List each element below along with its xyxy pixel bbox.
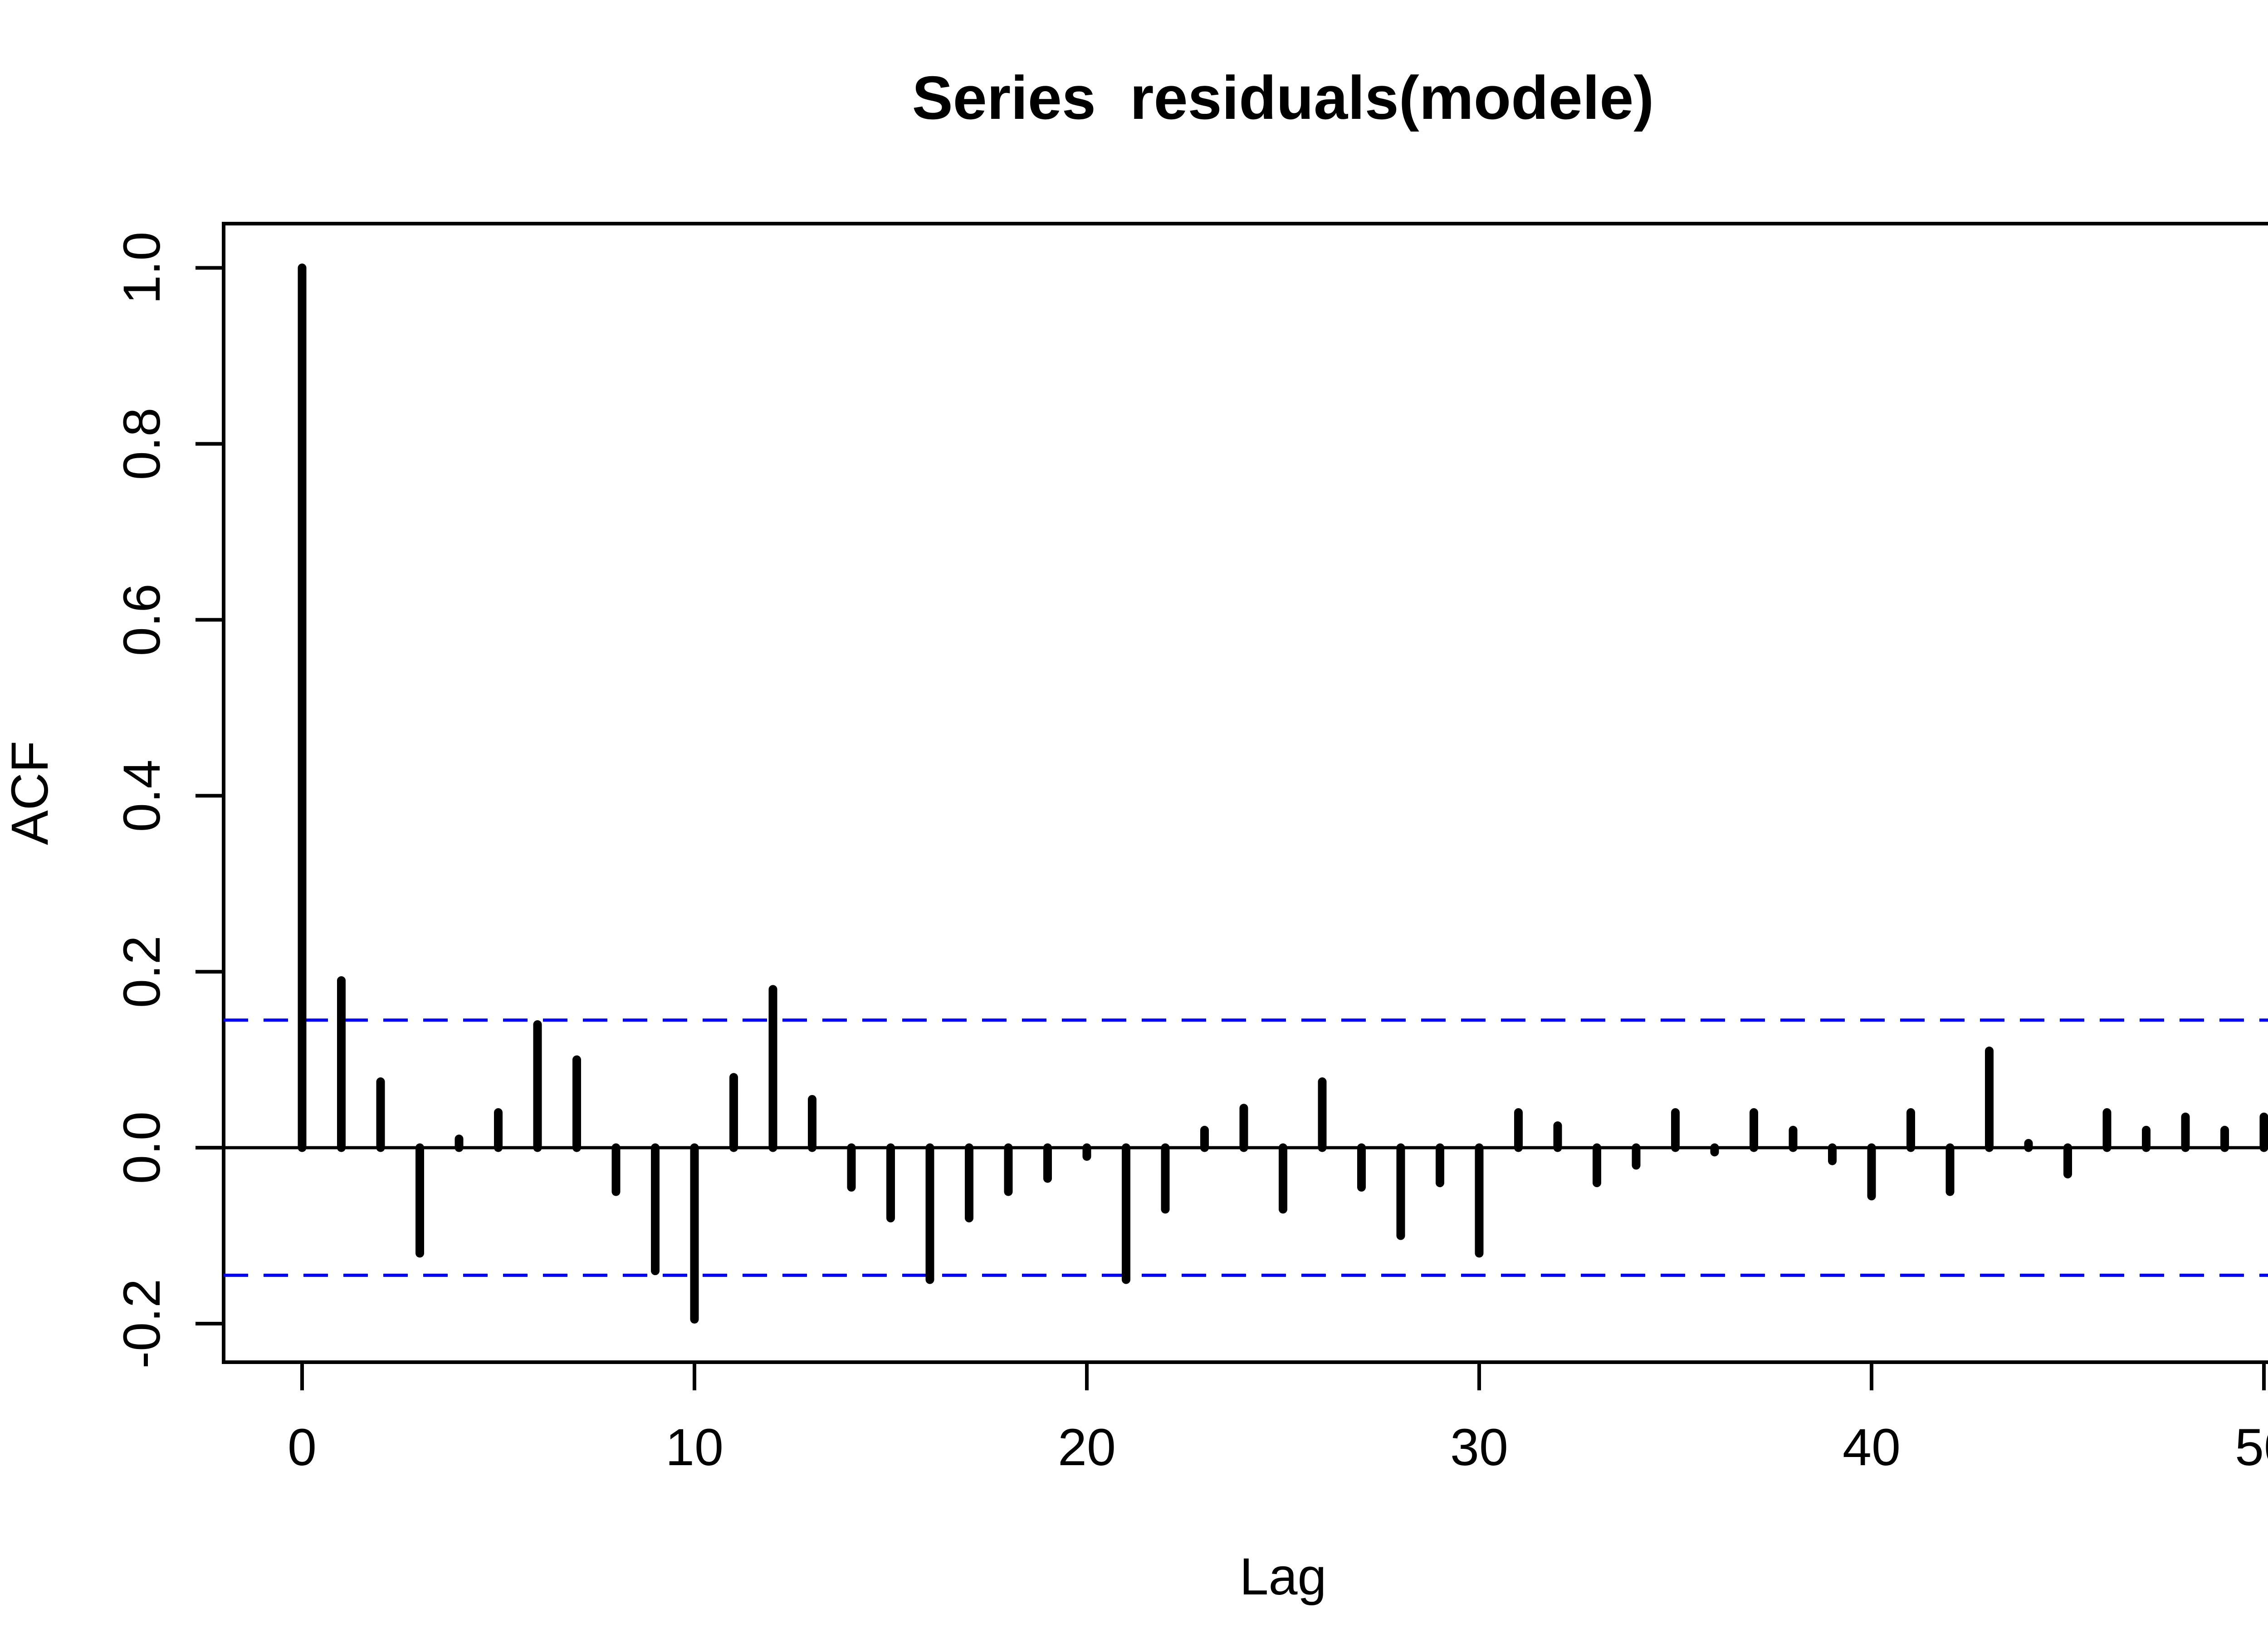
x-tick-label: 20	[1058, 1418, 1116, 1477]
x-tick-label: 50	[2235, 1418, 2268, 1477]
plot-box	[222, 222, 2268, 1364]
confidence-interval-lines	[224, 1018, 2268, 1277]
acf-bars	[298, 264, 2268, 1324]
y-axis-ticks: -0.2 0.0 0.2 0.4 0.6 0.8 1.0	[113, 232, 224, 1369]
y-tick-label: 0.2	[113, 935, 171, 1008]
x-tick-label: 30	[1450, 1418, 1508, 1477]
x-tick-label: 40	[1843, 1418, 1901, 1477]
y-axis-label: ACF	[1, 741, 59, 845]
x-axis-ticks: 0 10 20 30 40 50	[288, 1362, 2268, 1477]
x-tick-label: 0	[288, 1418, 317, 1477]
plot-title: Series residuals(modele)	[912, 64, 1654, 132]
x-tick-label: 10	[665, 1418, 723, 1477]
y-tick-label: 0.0	[113, 1111, 171, 1184]
y-tick-label: -0.2	[113, 1279, 171, 1369]
y-tick-label: 0.4	[113, 759, 171, 832]
y-tick-label: 1.0	[113, 232, 171, 304]
y-tick-label: 0.6	[113, 583, 171, 656]
y-tick-label: 0.8	[113, 408, 171, 480]
x-axis-label: Lag	[1240, 1548, 1327, 1606]
